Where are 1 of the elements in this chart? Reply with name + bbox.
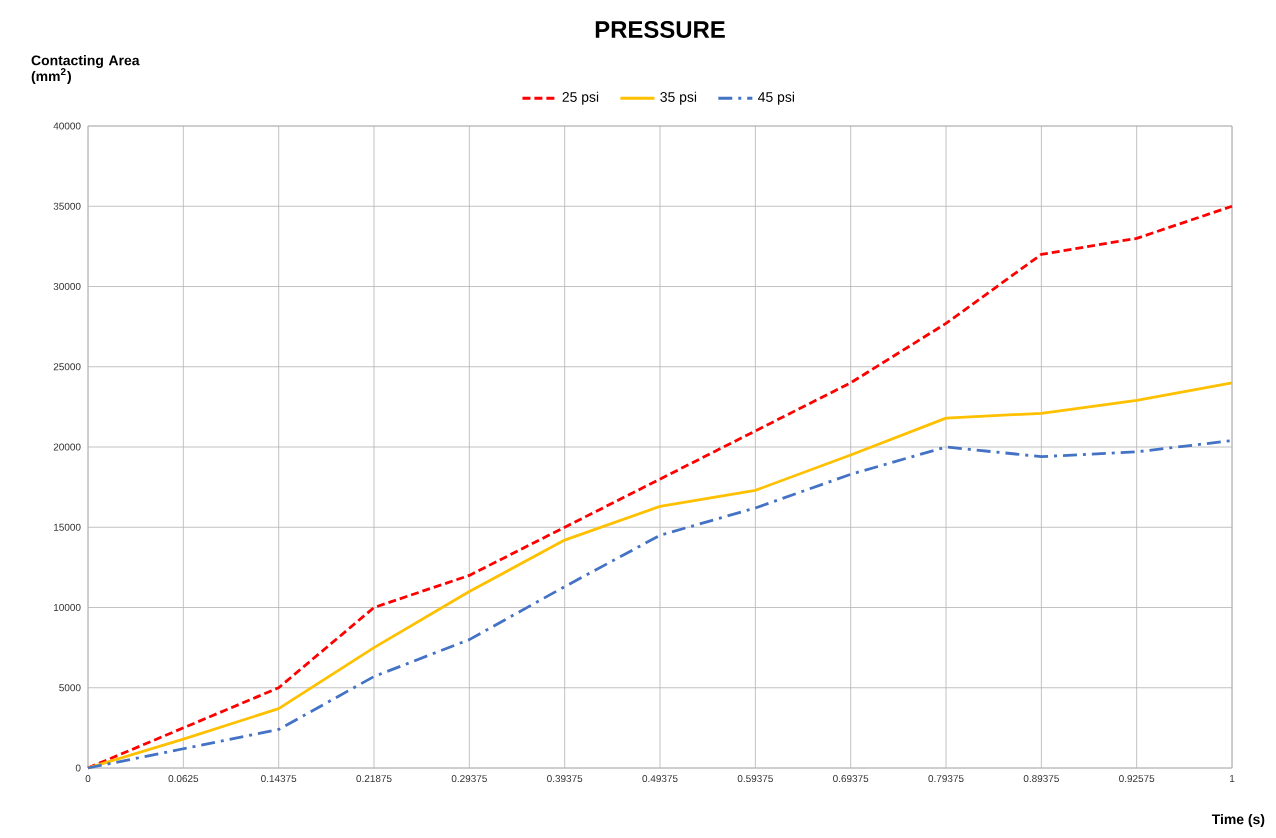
chart-title: PRESSURE [595,21,725,38]
